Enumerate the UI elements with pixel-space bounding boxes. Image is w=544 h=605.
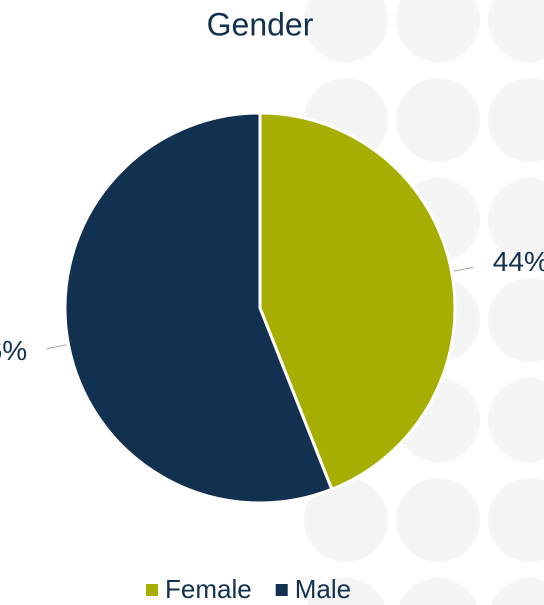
pie-slice (258, 111, 457, 492)
leader-line (46, 344, 67, 350)
data-label: 44% (493, 246, 544, 277)
data-label: 56% (0, 335, 27, 366)
legend-swatch (146, 584, 158, 596)
legend-swatch (275, 584, 288, 596)
chart-title: Gender (207, 6, 314, 42)
legend-label: Female (165, 574, 252, 604)
leader-line (453, 266, 474, 272)
pie-slice (63, 111, 334, 505)
legend-label: Male (295, 574, 351, 604)
